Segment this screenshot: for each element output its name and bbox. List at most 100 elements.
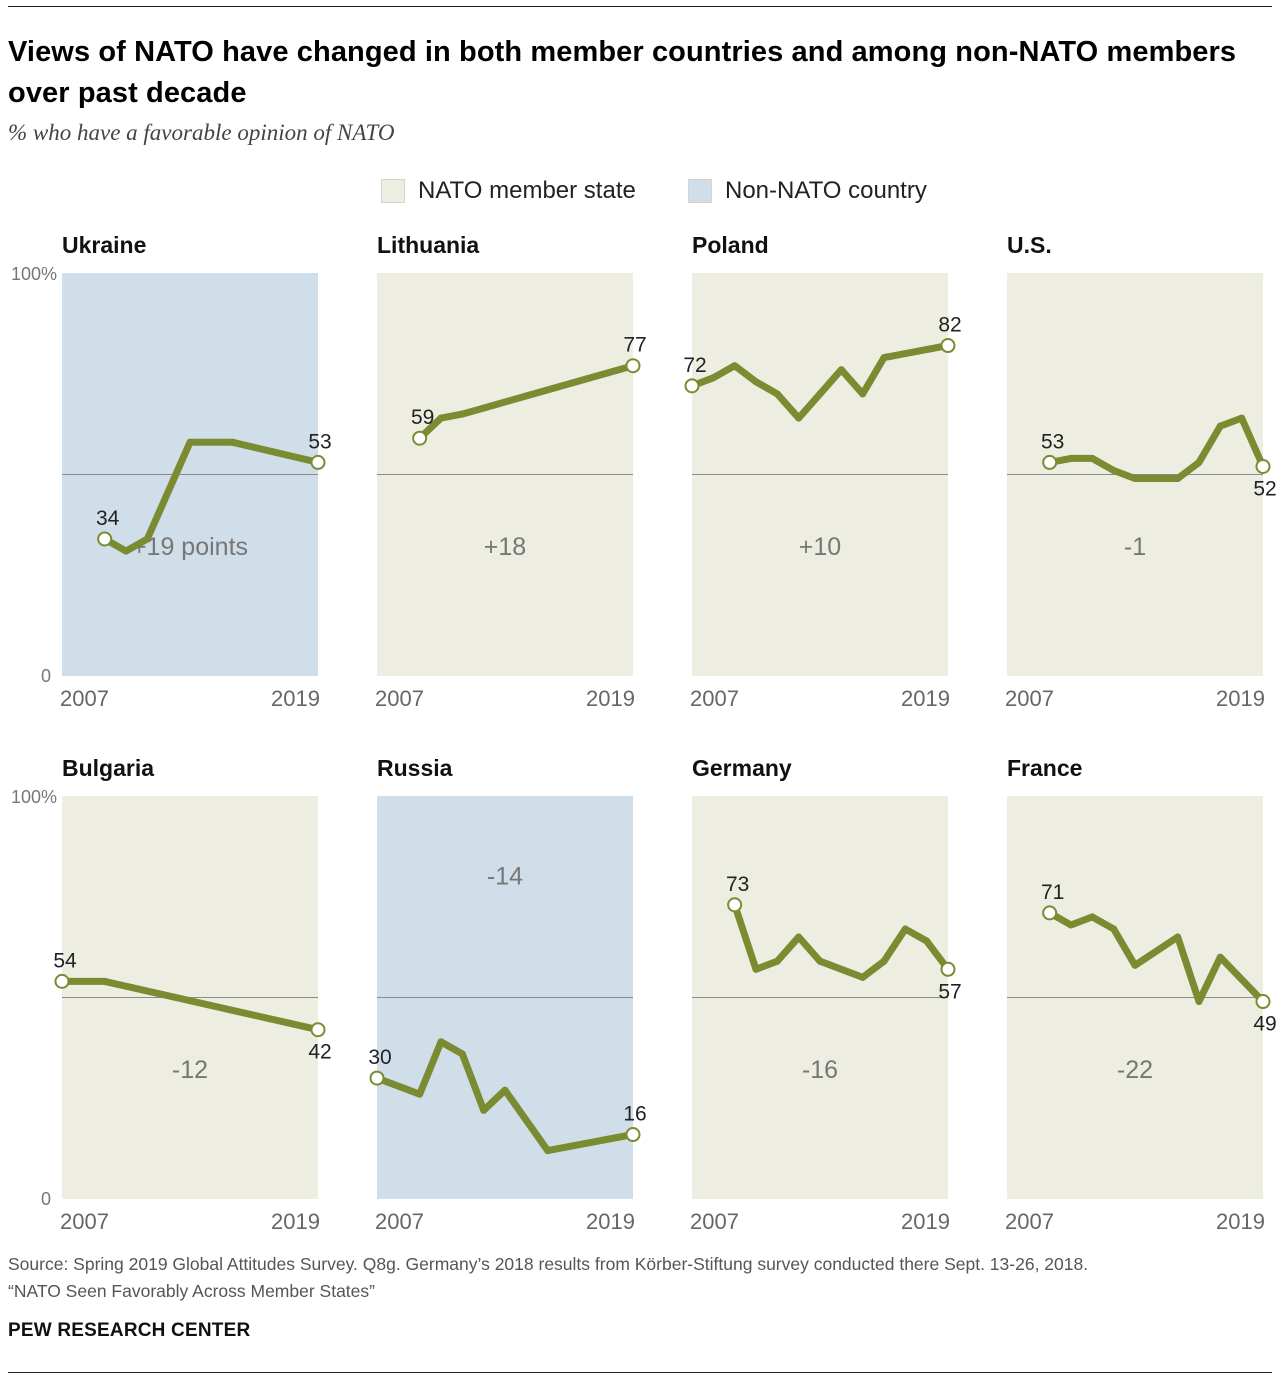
start-value-label-poland: 72 xyxy=(683,354,706,377)
x-tick-start-poland: 2007 xyxy=(690,686,739,711)
end-marker-u-s xyxy=(1255,458,1271,474)
data-point-germany-2012 xyxy=(795,933,803,941)
start-marker-russia xyxy=(369,1070,385,1086)
start-marker-france xyxy=(1042,905,1058,921)
data-point-bulgaria-2009 xyxy=(101,977,109,985)
data-point-france-2016 xyxy=(1195,998,1203,1006)
x-tick-start-ukraine: 2007 xyxy=(60,686,109,711)
series-line-russia xyxy=(373,1038,637,1155)
legend-swatch-member xyxy=(381,179,405,203)
panel-title-lithuania: Lithuania xyxy=(377,232,479,258)
x-tick-end-lithuania: 2019 xyxy=(586,686,635,711)
end-marker-lithuania xyxy=(625,358,641,374)
end-value-label-lithuania: 77 xyxy=(623,334,646,357)
source-line-2: “NATO Seen Favorably Across Member State… xyxy=(8,1281,375,1301)
x-tick-end-u-s: 2019 xyxy=(1216,686,1265,711)
start-value-label-russia: 30 xyxy=(368,1046,391,1069)
x-tick-end-germany: 2019 xyxy=(901,1209,950,1234)
end-marker-russia xyxy=(625,1127,641,1143)
data-point-russia-2015 xyxy=(544,1147,552,1155)
start-value-label-lithuania: 59 xyxy=(411,406,434,429)
end-value-label-bulgaria: 42 xyxy=(308,1041,331,1064)
data-point-u-s-2013 xyxy=(1131,475,1139,483)
data-point-poland-2011 xyxy=(773,390,781,398)
panel-poland: Poland 2007 2019 +10 72 82 xyxy=(683,232,961,711)
series-line-ukraine xyxy=(101,438,322,555)
end-marker-poland xyxy=(940,338,956,354)
data-point-u-s-2012 xyxy=(1110,466,1118,474)
start-marker-germany xyxy=(727,897,743,913)
start-value-label-bulgaria: 54 xyxy=(53,949,77,972)
panel-title-poland: Poland xyxy=(692,232,769,258)
data-point-ukraine-2015 xyxy=(229,438,237,446)
data-point-poland-2013 xyxy=(816,390,824,398)
legend-swatch-non-member xyxy=(688,179,712,203)
top-rule xyxy=(8,6,1272,7)
end-value-label-poland: 82 xyxy=(938,314,961,337)
panel-title-bulgaria: Bulgaria xyxy=(62,755,154,781)
data-point-lithuania-2011 xyxy=(458,410,466,418)
data-point-russia-2012 xyxy=(480,1106,488,1114)
y-tick-0-ukraine: 0 xyxy=(41,666,51,686)
data-point-poland-2015 xyxy=(859,390,867,398)
end-value-label-france: 49 xyxy=(1253,1013,1276,1036)
panel-title-russia: Russia xyxy=(377,755,453,781)
delta-label-russia: -14 xyxy=(487,863,523,891)
data-point-germany-2010 xyxy=(752,965,760,973)
end-value-label-ukraine: 53 xyxy=(308,430,331,453)
panel-title-france: France xyxy=(1007,755,1082,781)
chart-title: Views of NATO have changed in both membe… xyxy=(8,36,1237,109)
data-point-france-2012 xyxy=(1110,925,1118,933)
data-point-russia-2009 xyxy=(416,1090,424,1098)
delta-label-france: -22 xyxy=(1117,1056,1153,1084)
x-tick-start-u-s: 2007 xyxy=(1005,686,1054,711)
start-value-label-germany: 73 xyxy=(726,873,749,896)
data-point-u-s-2017 xyxy=(1216,422,1224,430)
x-tick-end-bulgaria: 2019 xyxy=(271,1209,320,1234)
data-point-u-s-2016 xyxy=(1195,458,1203,466)
x-tick-start-bulgaria: 2007 xyxy=(60,1209,109,1234)
panel-u-s: U.S. 2007 2019 -1 53 52 xyxy=(1005,232,1277,711)
data-point-germany-2011 xyxy=(773,957,781,965)
data-point-poland-2012 xyxy=(795,414,803,422)
panel-germany: Germany 2007 2019 -16 73 57 xyxy=(690,755,962,1234)
delta-label-bulgaria: -12 xyxy=(172,1056,208,1084)
panel-title-germany: Germany xyxy=(692,755,792,781)
end-marker-france xyxy=(1255,994,1271,1010)
legend-label-member: NATO member state xyxy=(418,177,636,204)
legend-label-non-member: Non-NATO country xyxy=(725,177,927,204)
y-tick-0-bulgaria: 0 xyxy=(41,1189,51,1209)
data-point-u-s-2014 xyxy=(1152,475,1160,483)
data-point-u-s-2011 xyxy=(1088,454,1096,462)
delta-label-germany: -16 xyxy=(802,1056,838,1084)
start-marker-bulgaria xyxy=(54,973,70,989)
series-line-poland xyxy=(688,342,952,422)
panel-russia: Russia 2007 2019 -14 30 16 xyxy=(368,755,646,1234)
data-point-ukraine-2010 xyxy=(122,547,130,555)
series-line-lithuania xyxy=(416,362,637,442)
data-point-poland-2017 xyxy=(901,350,909,358)
end-value-label-u-s: 52 xyxy=(1253,477,1276,500)
data-point-russia-2011 xyxy=(458,1050,466,1058)
panel-title-ukraine: Ukraine xyxy=(62,232,146,258)
data-point-poland-2014 xyxy=(837,366,845,374)
data-point-u-s-2015 xyxy=(1174,475,1182,483)
data-point-lithuania-2010 xyxy=(437,414,445,422)
end-value-label-russia: 16 xyxy=(623,1103,646,1126)
end-value-label-germany: 57 xyxy=(938,980,961,1003)
start-value-label-ukraine: 34 xyxy=(96,507,120,530)
delta-label-poland: +10 xyxy=(799,533,841,561)
data-point-russia-2010 xyxy=(437,1038,445,1046)
end-marker-germany xyxy=(940,961,956,977)
start-marker-poland xyxy=(684,378,700,394)
data-point-u-s-2018 xyxy=(1238,414,1246,422)
x-tick-end-ukraine: 2019 xyxy=(271,686,320,711)
start-marker-u-s xyxy=(1042,454,1058,470)
delta-label-u-s: -1 xyxy=(1124,533,1146,561)
series-line-germany xyxy=(731,901,952,981)
data-point-u-s-2010 xyxy=(1067,454,1075,462)
y-tick-100-bulgaria: 100% xyxy=(11,787,57,807)
data-point-france-2015 xyxy=(1174,933,1182,941)
